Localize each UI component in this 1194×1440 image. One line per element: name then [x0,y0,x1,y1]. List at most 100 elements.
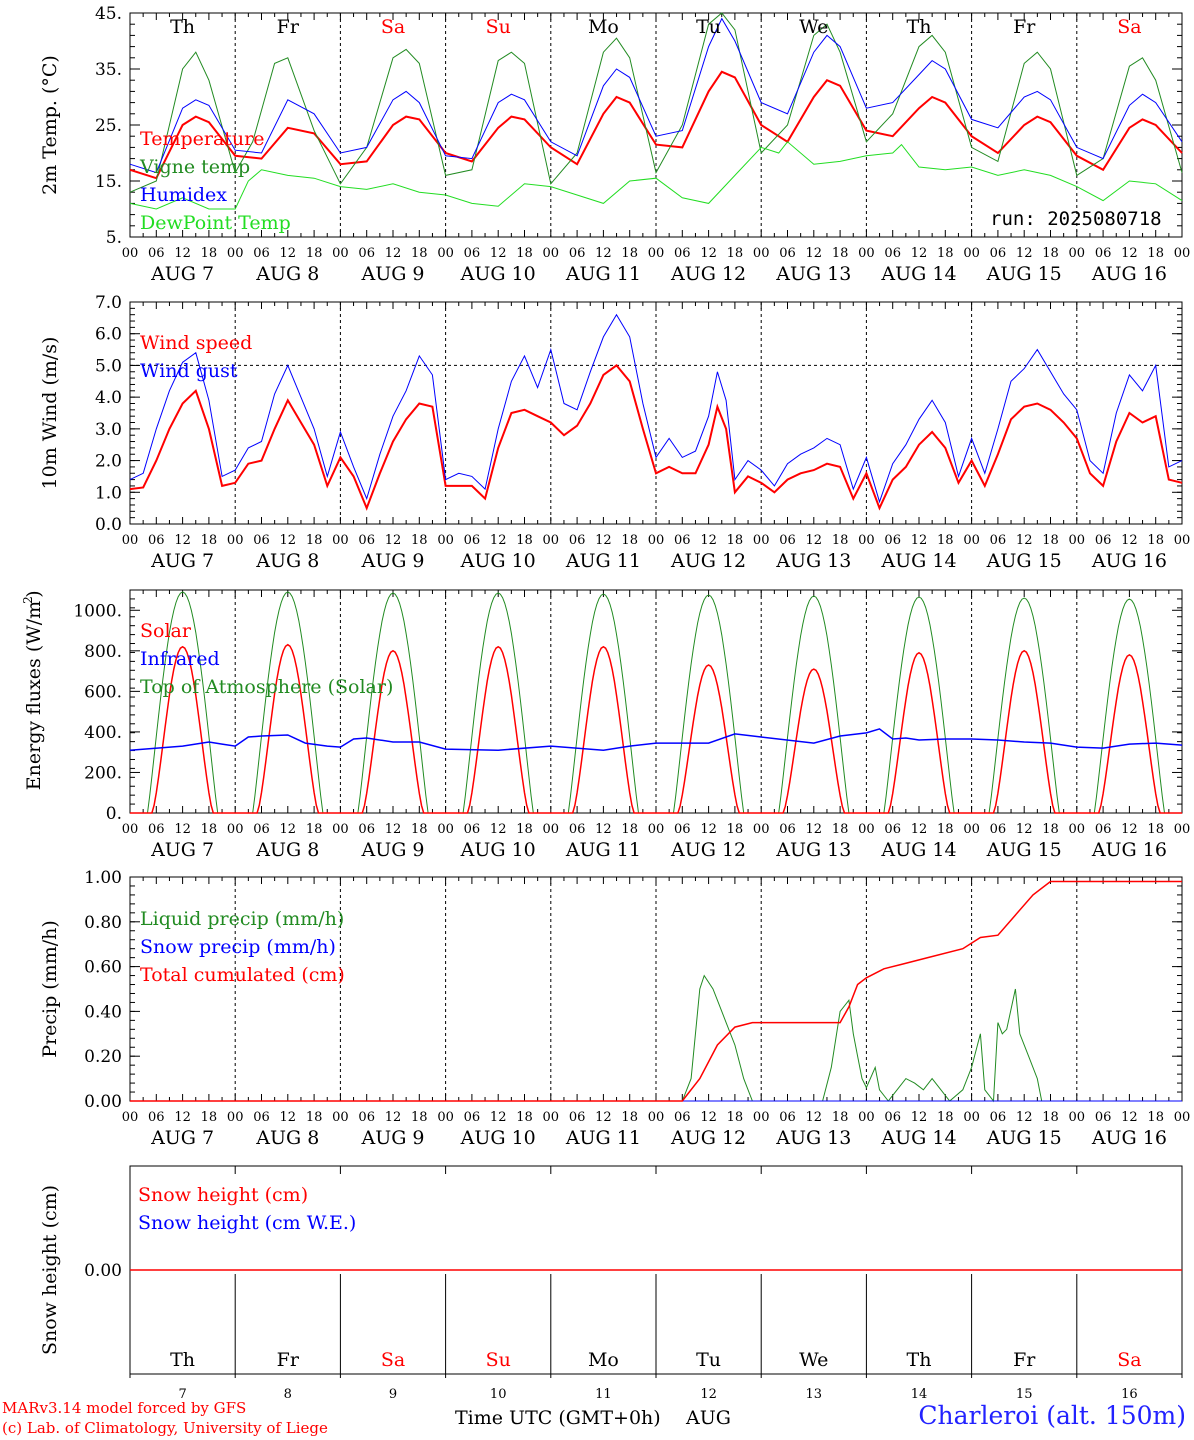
y-tick-label: 0.80 [84,913,122,933]
hour-tick-label: 00 [332,822,349,837]
hour-tick-label: 00 [1069,822,1086,837]
hour-tick-label: 18 [1042,533,1059,548]
y-tick-label: 0.0 [95,515,122,535]
series-line-vigne-temp [129,12,1183,193]
hour-tick-label: 00 [1174,246,1191,261]
hour-tick-label: 06 [674,533,691,548]
series-line-wind-gust [129,313,1183,504]
series-line-solar [130,643,1182,814]
hour-tick-label: 18 [727,1110,744,1125]
hour-tick-label: 00 [753,533,770,548]
hour-tick-label: 00 [858,1110,875,1125]
series-line-total-cumulated-cm- [130,880,1182,1102]
y-tick-label: 4.0 [95,388,122,408]
date-label: AUG 10 [460,1127,536,1149]
date-label: AUG 13 [775,550,851,572]
date-label: AUG 12 [670,839,746,861]
hour-tick-label: 18 [1147,533,1164,548]
hour-tick-label: 18 [306,533,323,548]
hour-tick-label: 18 [832,533,849,548]
hour-tick-label: 06 [674,246,691,261]
hour-tick-label: 00 [543,246,560,261]
hour-tick-label: 18 [201,822,218,837]
hour-tick-label: 12 [806,533,823,548]
hour-tick-label: 18 [201,533,218,548]
hour-tick-label: 00 [332,246,349,261]
weekday-label: Tu [696,1349,721,1371]
hour-tick-label: 06 [464,822,481,837]
date-label: AUG 10 [460,839,536,861]
weekday-label: Mo [588,1349,619,1371]
hour-tick-label: 12 [490,533,507,548]
weekday-label: We [799,16,828,38]
date-label: AUG 16 [1091,1127,1167,1149]
date-label: AUG 13 [775,839,851,861]
hour-tick-label: 18 [727,533,744,548]
hour-tick-label: 12 [490,1110,507,1125]
weekday-label: Fr [277,16,300,38]
weekday-label: Th [170,16,195,38]
hour-tick-label: 06 [569,246,586,261]
hour-tick-label: 00 [648,246,665,261]
hour-tick-label: 06 [779,533,796,548]
y-tick-label: 0.40 [84,1002,122,1022]
hour-tick-label: 00 [963,1110,980,1125]
hour-tick-label: 18 [832,822,849,837]
hour-tick-label: 18 [201,1110,218,1125]
weekday-label: Th [907,16,932,38]
weekday-label: Fr [1013,1349,1036,1371]
credits-block: MARv3.14 model forced by GFS (c) Lab. of… [2,1398,328,1438]
legend-entry: Wind gust [140,360,238,382]
date-label: AUG 13 [775,263,851,285]
weekday-label: Tu [696,16,721,38]
date-label: AUG 13 [775,1127,851,1149]
weekday-label: Th [170,1349,195,1371]
legend-entry: Liquid precip (mm/h) [140,908,344,930]
y-tick-label: 6.0 [95,325,122,345]
hour-tick-label: 12 [595,1110,612,1125]
day-number-label: 14 [911,1387,928,1402]
hour-tick-label: 00 [1069,1110,1086,1125]
hour-tick-label: 12 [385,246,402,261]
weekday-label: Su [486,1349,511,1371]
date-label: AUG 7 [150,263,214,285]
legend-entry: Total cumulated (cm) [140,964,345,986]
hour-tick-label: 00 [858,246,875,261]
hour-tick-label: 00 [1069,533,1086,548]
hour-tick-label: 06 [358,533,375,548]
hour-tick-label: 18 [621,1110,638,1125]
legend-entry: Humidex [140,184,227,206]
hour-tick-label: 00 [858,533,875,548]
hour-tick-label: 06 [779,246,796,261]
y-axis-label-wind: 10m Wind (m/s) [39,337,61,490]
hour-tick-label: 00 [963,533,980,548]
series-line-dewpoint-temp [129,141,1183,210]
date-label: AUG 11 [565,550,641,572]
hour-tick-label: 06 [148,1110,165,1125]
hour-tick-label: 12 [174,533,191,548]
date-label: AUG 10 [460,263,536,285]
hour-tick-label: 12 [385,1110,402,1125]
hour-tick-label: 18 [621,533,638,548]
hour-tick-label: 12 [1016,822,1033,837]
day-number-label: 8 [284,1387,292,1402]
legend-entry: Infrared [140,648,220,670]
date-label: AUG 16 [1091,550,1167,572]
y-tick-label: 800. [84,642,122,662]
legend-entry: Top of Atmosphere (Solar) [140,676,393,698]
y-tick-label: 0.00 [84,1261,122,1281]
y-axis-label-energy: Energy fluxes (W/m [23,601,45,790]
hour-tick-label: 12 [280,822,297,837]
hour-tick-label: 06 [148,533,165,548]
y-tick-label: 400. [84,723,122,743]
hour-tick-label: 18 [516,246,533,261]
hour-tick-label: 18 [1147,822,1164,837]
hour-tick-label: 12 [700,533,717,548]
hour-tick-label: 18 [727,822,744,837]
hour-tick-label: 12 [911,533,928,548]
hour-tick-label: 06 [464,246,481,261]
series-line-humidex [129,17,1183,174]
weekday-label: Sa [1117,16,1141,38]
hour-tick-label: 12 [911,1110,928,1125]
hour-tick-label: 18 [1042,822,1059,837]
